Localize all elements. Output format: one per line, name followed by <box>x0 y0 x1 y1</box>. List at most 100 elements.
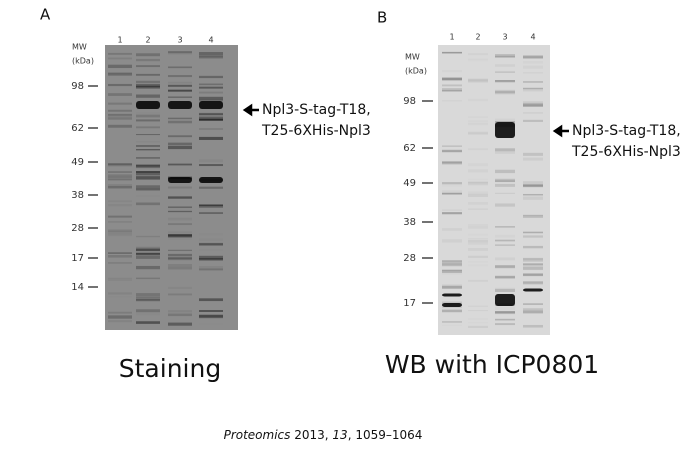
mw-unit: (kDa) <box>72 57 94 66</box>
gel-band <box>136 80 160 83</box>
gel-band <box>495 287 515 288</box>
gel-band <box>468 310 488 312</box>
gel-band <box>442 285 462 289</box>
gel-band <box>442 190 462 193</box>
gel-band <box>136 172 160 176</box>
gel-band <box>136 235 160 238</box>
gel-band <box>523 65 543 68</box>
gel-band <box>442 260 462 264</box>
gel-band <box>442 182 462 185</box>
gel-band <box>495 80 515 83</box>
gel-band <box>495 183 515 187</box>
gel-band <box>442 161 462 165</box>
gel-band <box>523 81 543 83</box>
gel-band <box>468 305 488 307</box>
gel-band <box>199 113 223 116</box>
gel-band <box>468 208 488 210</box>
gel-band <box>168 75 192 78</box>
mw-label: MW <box>72 43 87 52</box>
gel-band <box>168 210 192 213</box>
gel-band <box>199 97 223 101</box>
gel-band <box>108 292 132 295</box>
gel-band <box>442 85 462 87</box>
gel-band <box>136 321 160 325</box>
gel-band <box>168 217 192 220</box>
gel-band <box>168 237 192 240</box>
gel-band <box>136 248 160 252</box>
arrow <box>242 103 259 117</box>
caption: WB with ICP0801 <box>385 350 599 379</box>
gel-band <box>523 214 543 216</box>
gel-band <box>199 159 223 163</box>
gel-band <box>108 117 132 120</box>
gel-band <box>199 233 223 236</box>
gel-band <box>199 243 223 246</box>
gel-band <box>136 176 160 180</box>
gel-band <box>468 79 488 83</box>
gel-band <box>168 256 192 261</box>
lane-label: 3 <box>177 36 182 45</box>
gel-band <box>442 211 462 215</box>
gel-band <box>442 77 462 81</box>
gel-band <box>468 264 488 266</box>
gel-band <box>108 179 132 181</box>
gel-band <box>168 313 192 317</box>
gel-band <box>523 303 543 305</box>
gel-band <box>168 322 192 326</box>
gel-band <box>136 134 160 136</box>
gel-band <box>108 163 132 167</box>
gel-band <box>523 288 543 292</box>
gel-band <box>199 212 223 215</box>
gel-band <box>495 119 515 122</box>
gel-band <box>168 266 192 270</box>
gel-band <box>168 101 192 109</box>
gel-band <box>168 96 192 98</box>
gel-band <box>168 263 192 267</box>
gel-band <box>523 119 543 122</box>
marker-label: 98 <box>71 81 84 92</box>
panel-label: A <box>40 6 51 24</box>
gel-band <box>442 192 462 195</box>
gel-band <box>495 148 515 152</box>
gel-band <box>468 202 488 205</box>
marker-label: 98 <box>403 96 416 107</box>
gel-band <box>468 163 488 166</box>
gel-band <box>199 55 223 59</box>
gel-band <box>523 231 543 234</box>
gel-band <box>199 310 223 312</box>
gel-band <box>108 230 132 232</box>
gel-band <box>523 245 543 249</box>
gel-band <box>136 83 160 88</box>
gel-band <box>168 253 192 257</box>
gel-band <box>468 99 488 101</box>
volume: 13 <box>332 428 347 442</box>
gel-band <box>108 64 132 69</box>
gel-band <box>199 164 223 167</box>
gel-band <box>108 229 132 231</box>
gel-band <box>495 169 515 174</box>
gel-band <box>168 51 192 54</box>
gel-band <box>442 263 462 266</box>
gel-band <box>495 80 515 82</box>
gel-band <box>199 98 223 102</box>
gel-band <box>468 247 488 251</box>
gel-band <box>468 123 488 126</box>
gel-band <box>523 281 543 285</box>
gel-band <box>108 171 132 173</box>
gel-band <box>199 258 223 261</box>
gel-band <box>199 249 223 251</box>
gel-band <box>468 183 488 186</box>
gel-band <box>108 115 132 118</box>
gel-band <box>199 117 223 119</box>
gel-band <box>199 86 223 89</box>
gel-band <box>136 145 160 147</box>
gel-band <box>199 298 223 302</box>
gel-band <box>495 323 515 326</box>
gel-band <box>442 293 462 297</box>
gel-band <box>136 265 160 270</box>
gel-band <box>108 231 132 235</box>
lane-label: 2 <box>475 33 480 42</box>
gel-band <box>495 311 515 313</box>
gel-band <box>495 276 515 279</box>
gel-band <box>108 203 132 207</box>
